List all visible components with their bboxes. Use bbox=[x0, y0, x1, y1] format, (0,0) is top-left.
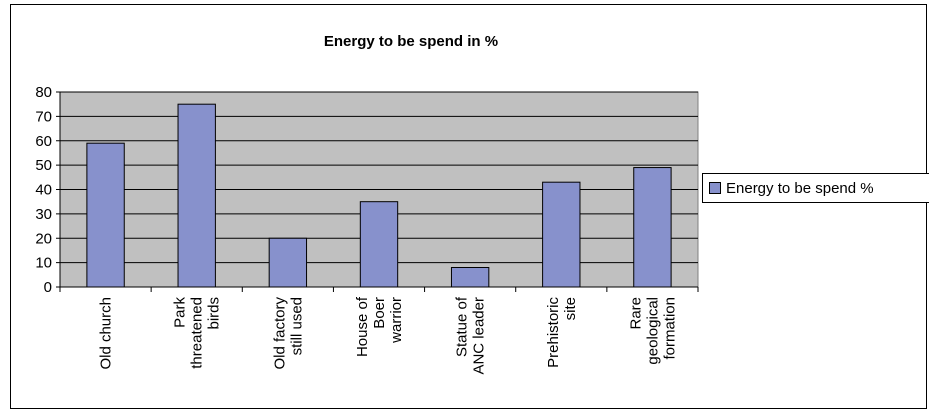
x-tick-label: Prehistoric site bbox=[545, 297, 579, 368]
x-tick-label-line: Statue of bbox=[454, 296, 471, 357]
bar bbox=[542, 181, 581, 288]
x-tick-label-line: Old factory bbox=[271, 297, 288, 370]
x-tick-label-line: Park bbox=[172, 297, 189, 328]
chart-title: Energy to be spend in % bbox=[323, 33, 499, 50]
x-tick-label-line: Rare bbox=[627, 297, 644, 330]
bar bbox=[450, 267, 490, 288]
legend-swatch bbox=[709, 182, 721, 194]
x-tick-label: House of Boer warrior bbox=[354, 296, 405, 357]
x-tick-label-line: formation bbox=[661, 297, 678, 360]
x-tick-label-line: Boer bbox=[371, 297, 388, 329]
x-tick-label-line: warrior bbox=[388, 297, 405, 344]
bar bbox=[359, 201, 399, 288]
x-tick-label-line: still used bbox=[288, 297, 305, 355]
y-tick-label: 80 bbox=[35, 84, 52, 101]
x-tick-label: Old factory still used bbox=[271, 297, 305, 370]
x-tick-label-line: Old church bbox=[98, 297, 115, 370]
bar bbox=[268, 237, 308, 288]
x-tick-label: Rare geological formation bbox=[627, 297, 678, 365]
x-tick-label-line: ANC leader bbox=[471, 297, 488, 375]
x-tick-label: Park threatened birds bbox=[172, 297, 223, 369]
y-tick-label: 30 bbox=[35, 206, 52, 223]
x-tick-label-line: threatened bbox=[189, 297, 206, 369]
x-tick-label-line: House of bbox=[354, 296, 371, 357]
x-tick-label: Statue of ANC leader bbox=[454, 296, 488, 374]
bar bbox=[86, 142, 125, 288]
x-tick-label-line: Prehistoric bbox=[545, 297, 562, 368]
legend-label: Energy to be spend % bbox=[726, 179, 874, 197]
y-tick-label: 10 bbox=[35, 255, 52, 272]
y-tick-label: 50 bbox=[35, 157, 52, 174]
y-tick-label: 60 bbox=[35, 133, 52, 150]
bar bbox=[633, 167, 672, 288]
x-tick-label: Old church bbox=[98, 297, 115, 370]
y-tick-label: 40 bbox=[35, 182, 52, 199]
legend: Energy to be spend % bbox=[702, 173, 929, 203]
bar bbox=[177, 103, 216, 288]
x-tick-label-line: geological bbox=[644, 297, 661, 365]
y-tick-label: 20 bbox=[35, 230, 52, 247]
x-tick-label-line: birds bbox=[206, 297, 223, 330]
x-tick-label-line: site bbox=[562, 297, 579, 320]
y-tick-label: 0 bbox=[44, 279, 52, 296]
y-tick-label: 70 bbox=[35, 108, 52, 125]
